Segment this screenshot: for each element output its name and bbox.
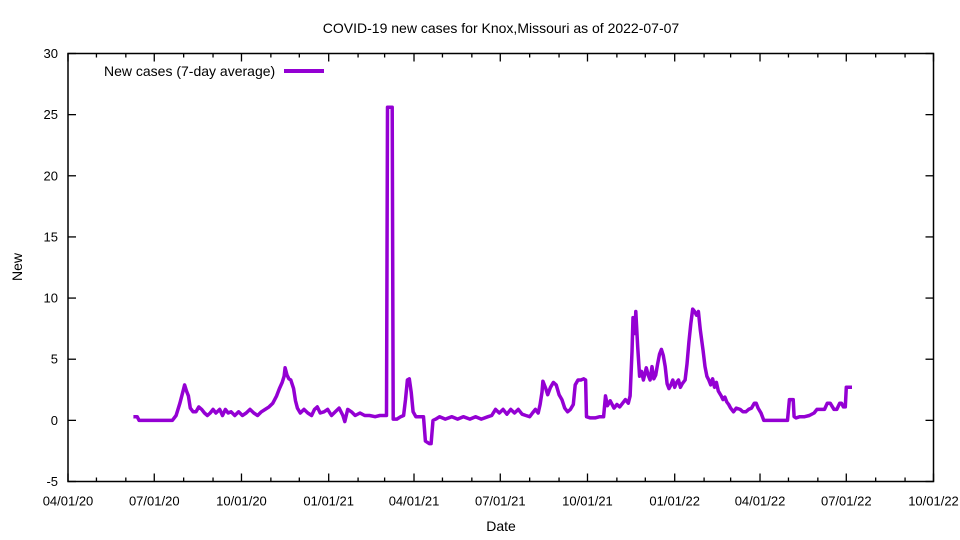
legend-label: New cases (7-day average) [104,63,276,79]
x-tick-label: 04/01/20 [43,494,94,509]
y-tick-label: 5 [51,352,58,367]
tick-labels: 04/01/20 07/01/20 10/01/20 01/01/21 04/01/21… [43,46,959,509]
x-tick-label: 04/01/22 [735,494,786,509]
y-tick-label: 0 [51,413,58,428]
x-tick-label: 07/01/22 [821,494,872,509]
axis-ticks [67,52,935,483]
y-tick-label: 10 [44,291,58,306]
x-tick-label: 01/01/21 [303,494,354,509]
x-tick-label: 10/01/22 [908,494,959,509]
x-tick-label: 01/01/22 [649,494,700,509]
x-tick-label: 10/01/21 [562,494,613,509]
y-tick-label: 20 [44,168,58,183]
y-tick-label: -5 [46,474,58,489]
x-tick-label: 07/01/20 [129,494,180,509]
legend: New cases (7-day average) [104,63,325,79]
x-axis-title: Date [486,518,516,534]
y-axis-title: New [9,253,25,282]
y-tick-label: 15 [44,229,58,244]
legend-line-sample [284,69,325,73]
x-tick-label: 07/01/21 [475,494,526,509]
data-line-new-cases [133,105,852,446]
x-tick-label: 10/01/20 [216,494,267,509]
y-tick-label: 30 [44,46,58,61]
plot-axes: 04/01/20 07/01/20 10/01/20 01/01/21 04/01/21… [43,46,959,509]
y-tick-label: 25 [44,107,58,122]
x-tick-label: 04/01/21 [389,494,440,509]
chart-title: COVID-19 new cases for Knox,Missouri as … [322,20,680,36]
